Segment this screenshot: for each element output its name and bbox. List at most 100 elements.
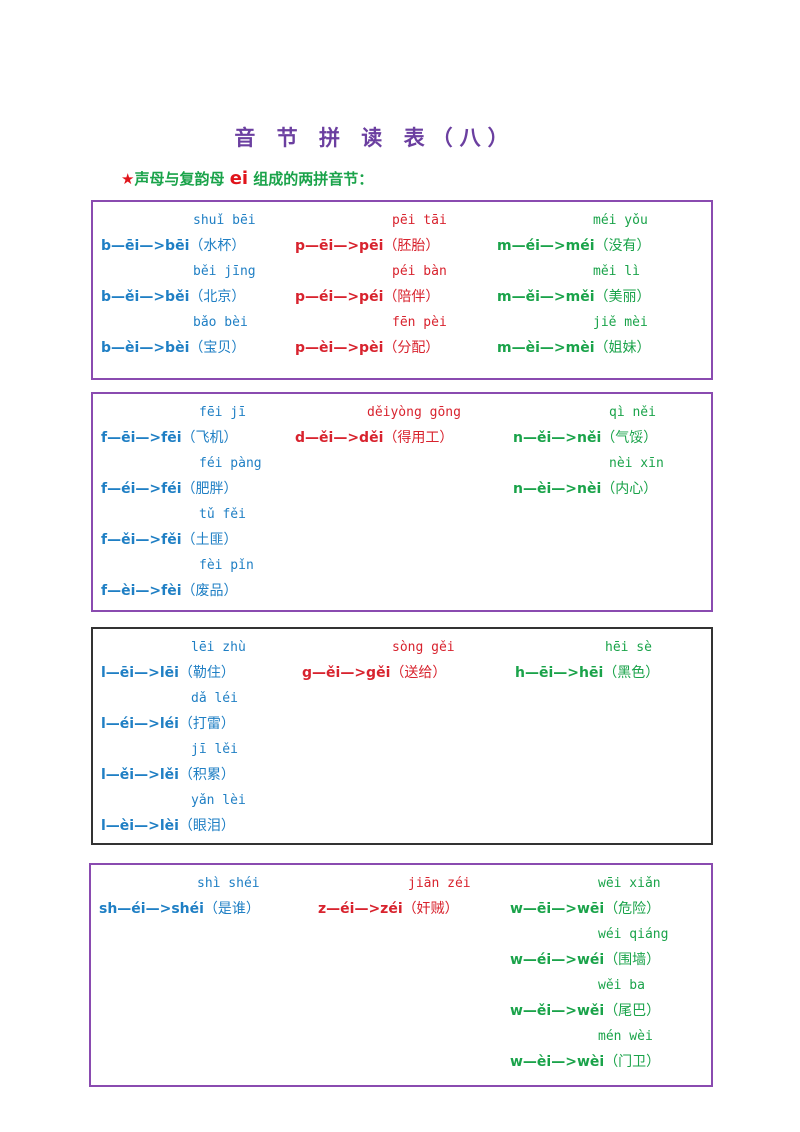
- page-title: 音 节 拼 读 表（八）: [234, 126, 516, 150]
- heading-text-after: 组成的两拼音节：: [248, 170, 374, 188]
- example-word: （黑色）: [603, 665, 660, 681]
- example-word: （胚胎）: [383, 238, 440, 254]
- syllable-spelling: f—éi—>féi: [101, 481, 182, 497]
- star-icon: ★: [121, 170, 135, 188]
- spelling-line: l—ēi—>lēi（勒住）: [101, 662, 235, 684]
- syllable-spelling: sh—éi—>shéi: [99, 901, 204, 917]
- syllable-spelling: l—ēi—>lēi: [101, 665, 179, 681]
- pinyin-annotation: méi yǒu: [593, 213, 648, 228]
- section-heading: ★声母与复韵母 ei 组成的两拼音节：: [121, 168, 373, 189]
- pinyin-annotation: fēi jī: [199, 405, 246, 420]
- pinyin-annotation: yǎn lèi: [191, 793, 246, 808]
- pinyin-annotation: shì shéi: [197, 876, 260, 891]
- example-word: （气馁）: [601, 430, 658, 446]
- pinyin-annotation: měi lì: [593, 264, 640, 279]
- pinyin-annotation: bǎo bèi: [193, 315, 248, 330]
- syllable-spelling: m—èi—>mèi: [497, 340, 595, 356]
- spelling-line: sh—éi—>shéi（是谁）: [99, 898, 260, 920]
- spelling-line: p—èi—>pèi（分配）: [295, 337, 439, 359]
- example-word: （积累）: [178, 767, 235, 783]
- pinyin-annotation: mén wèi: [598, 1029, 653, 1044]
- syllable-spelling: z—éi—>zéi: [318, 901, 403, 917]
- syllable-spelling: w—ēi—>wēi: [510, 901, 605, 917]
- example-word: （内心）: [601, 481, 658, 497]
- example-word: （打雷）: [178, 716, 235, 732]
- example-word: （眼泪）: [178, 818, 235, 834]
- syllable-spelling: w—èi—>wèi: [510, 1054, 605, 1070]
- example-word: （飞机）: [181, 430, 238, 446]
- spelling-line: b—èi—>bèi（宝贝）: [101, 337, 245, 359]
- spelling-line: p—ēi—>pēi（胚胎）: [295, 235, 439, 257]
- pinyin-annotation: fēn pèi: [392, 315, 447, 330]
- pinyin-annotation: sòng gěi: [392, 640, 455, 655]
- example-word: （送给）: [390, 665, 447, 681]
- example-word: （是谁）: [203, 901, 260, 917]
- pinyin-annotation: dǎ léi: [191, 691, 238, 706]
- pinyin-annotation: nèi xīn: [609, 456, 664, 471]
- spelling-line: p—éi—>péi（陪伴）: [295, 286, 439, 308]
- syllable-spelling: b—ěi—>běi: [101, 289, 190, 305]
- syllable-box-2: [91, 392, 713, 612]
- syllable-spelling: g—ěi—>gěi: [302, 665, 391, 681]
- pinyin-annotation: děiyòng gōng: [367, 405, 461, 420]
- example-word: （废品）: [181, 583, 238, 599]
- syllable-spelling: w—éi—>wéi: [510, 952, 605, 968]
- spelling-line: n—èi—>nèi（内心）: [513, 478, 657, 500]
- pinyin-annotation: wéi qiáng: [598, 927, 669, 942]
- example-word: （围墙）: [604, 952, 661, 968]
- syllable-spelling: l—éi—>léi: [101, 716, 179, 732]
- heading-text-before: 声母与复韵母: [134, 170, 230, 188]
- spelling-line: m—ěi—>měi（美丽）: [497, 286, 651, 308]
- example-word: （宝贝）: [189, 340, 246, 356]
- syllable-spelling: p—ēi—>pēi: [295, 238, 384, 254]
- spelling-line: l—èi—>lèi（眼泪）: [101, 815, 235, 837]
- syllable-spelling: h—ēi—>hēi: [515, 665, 604, 681]
- syllable-spelling: p—éi—>péi: [295, 289, 384, 305]
- syllable-box-1: [91, 200, 713, 380]
- spelling-line: g—ěi—>gěi（送给）: [302, 662, 446, 684]
- spelling-line: m—èi—>mèi（姐妹）: [497, 337, 651, 359]
- example-word: （北京）: [189, 289, 246, 305]
- heading-final: ei: [229, 168, 249, 189]
- pinyin-annotation: wěi ba: [598, 978, 645, 993]
- syllable-spelling: f—èi—>fèi: [101, 583, 182, 599]
- example-word: （门卫）: [604, 1054, 661, 1070]
- example-word: （姐妹）: [594, 340, 651, 356]
- example-word: （土匪）: [181, 532, 238, 548]
- example-word: （美丽）: [594, 289, 651, 305]
- pinyin-annotation: jiān zéi: [408, 876, 471, 891]
- spelling-line: f—ēi—>fēi（飞机）: [101, 427, 238, 449]
- example-word: （危险）: [604, 901, 661, 917]
- example-word: （勒住）: [178, 665, 235, 681]
- example-word: （肥胖）: [181, 481, 238, 497]
- syllable-spelling: n—èi—>nèi: [513, 481, 602, 497]
- spelling-line: b—ēi—>bēi（水杯）: [101, 235, 245, 257]
- example-word: （水杯）: [189, 238, 246, 254]
- syllable-spelling: m—éi—>méi: [497, 238, 595, 254]
- pinyin-annotation: qì něi: [609, 405, 656, 420]
- example-word: （得用工）: [383, 430, 454, 446]
- pinyin-annotation: féi pàng: [199, 456, 262, 471]
- syllable-spelling: w—ěi—>wěi: [510, 1003, 605, 1019]
- syllable-box-3: [91, 627, 713, 845]
- syllable-spelling: b—èi—>bèi: [101, 340, 190, 356]
- spelling-line: f—èi—>fèi（废品）: [101, 580, 238, 602]
- pinyin-annotation: tǔ fěi: [199, 507, 246, 522]
- spelling-line: m—éi—>méi（没有）: [497, 235, 651, 257]
- example-word: （没有）: [594, 238, 651, 254]
- spelling-line: f—éi—>féi（肥胖）: [101, 478, 238, 500]
- example-word: （陪伴）: [383, 289, 440, 305]
- syllable-spelling: d—ěi—>děi: [295, 430, 384, 446]
- syllable-box-4: [89, 863, 713, 1087]
- syllable-spelling: b—ēi—>bēi: [101, 238, 190, 254]
- spelling-line: b—ěi—>běi（北京）: [101, 286, 245, 308]
- spelling-line: w—éi—>wéi（围墙）: [510, 949, 660, 971]
- pinyin-annotation: shuǐ bēi: [193, 213, 256, 228]
- spelling-line: l—ěi—>lěi（积累）: [101, 764, 235, 786]
- spelling-line: w—èi—>wèi（门卫）: [510, 1051, 660, 1073]
- pinyin-annotation: pēi tāi: [392, 213, 447, 228]
- spelling-line: w—ěi—>wěi（尾巴）: [510, 1000, 660, 1022]
- syllable-spelling: n—ěi—>něi: [513, 430, 602, 446]
- example-word: （分配）: [383, 340, 440, 356]
- example-word: （尾巴）: [604, 1003, 661, 1019]
